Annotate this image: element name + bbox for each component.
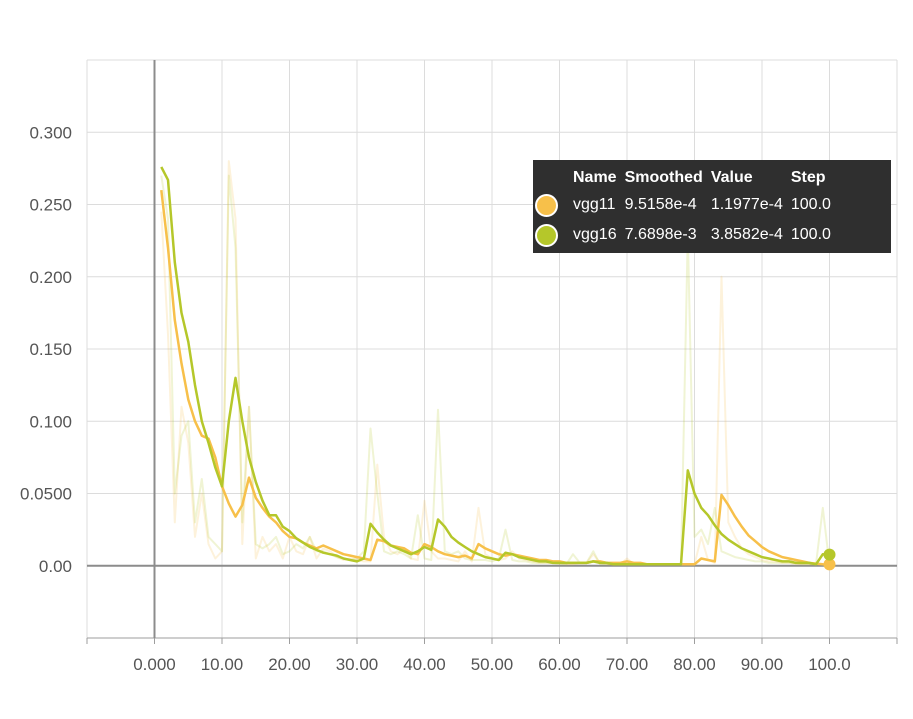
y-tick-labels: 0.00 0.0500 0.100 0.150 0.200 0.250 0.300 bbox=[20, 123, 72, 576]
x-tick-label: 100.0 bbox=[808, 655, 851, 674]
y-tick-label: 0.00 bbox=[39, 557, 72, 576]
vgg11-hover-marker bbox=[823, 558, 836, 571]
tooltip-smoothed-value: 9.5158e-4 bbox=[624, 196, 697, 213]
y-tick-label: 0.200 bbox=[29, 268, 72, 287]
hover-tooltip: Name Smoothed Value Step vgg11 9.5158e-4… bbox=[533, 160, 891, 253]
tooltip-series-name: vgg16 bbox=[573, 226, 617, 243]
x-tick-label: 70.00 bbox=[606, 655, 649, 674]
vgg16-smoothed-line bbox=[160, 166, 830, 566]
y-tick-label: 0.300 bbox=[29, 123, 72, 142]
x-tick-labels: 0.000 10.00 20.00 30.00 40.00 50.00 60.00 70.00… bbox=[133, 655, 851, 674]
y-tick-label: 0.150 bbox=[29, 340, 72, 359]
hover-markers bbox=[823, 548, 836, 571]
tooltip-raw-value: 1.1977e-4 bbox=[710, 196, 783, 213]
y-tick-label: 0.0500 bbox=[20, 485, 72, 504]
vgg16-hover-marker bbox=[823, 548, 836, 561]
x-tick-label: 60.00 bbox=[538, 655, 581, 674]
tooltip-step: 100.0 bbox=[790, 196, 831, 213]
x-tick-label: 80.00 bbox=[673, 655, 716, 674]
x-tick-label: 10.00 bbox=[201, 655, 244, 674]
x-tick-label: 30.00 bbox=[336, 655, 379, 674]
tooltip-row-vgg16: vgg16 7.6898e-3 3.8582e-4 100.0 bbox=[533, 220, 839, 250]
axes bbox=[86, 60, 898, 644]
x-tick-label: 90.00 bbox=[741, 655, 784, 674]
vgg11-swatch-icon bbox=[535, 193, 558, 217]
x-tick-label: 50.00 bbox=[471, 655, 514, 674]
y-tick-label: 0.100 bbox=[29, 412, 72, 431]
tooltip-table: Name Smoothed Value Step vgg11 9.5158e-4… bbox=[533, 166, 839, 250]
smoothed-series-lines bbox=[160, 166, 830, 566]
tooltip-header-step: Step bbox=[790, 169, 826, 186]
tooltip-header-name: Name bbox=[573, 169, 617, 186]
y-tick-label: 0.250 bbox=[29, 196, 72, 215]
tooltip-header-row: Name Smoothed Value Step bbox=[533, 166, 839, 190]
x-tick-label: 0.000 bbox=[133, 655, 176, 674]
tooltip-raw-value: 3.8582e-4 bbox=[710, 226, 783, 243]
tooltip-row-vgg11: vgg11 9.5158e-4 1.1977e-4 100.0 bbox=[533, 190, 839, 220]
tooltip-series-name: vgg11 bbox=[573, 196, 616, 213]
tooltip-smoothed-value: 7.6898e-3 bbox=[624, 226, 697, 243]
x-tick-label: 20.00 bbox=[268, 655, 311, 674]
tooltip-step: 100.0 bbox=[790, 226, 831, 243]
x-tick-label: 40.00 bbox=[403, 655, 446, 674]
tooltip-header-smoothed: Smoothed bbox=[624, 169, 703, 186]
vgg16-swatch-icon bbox=[535, 223, 558, 247]
tooltip-header-value: Value bbox=[710, 169, 753, 186]
